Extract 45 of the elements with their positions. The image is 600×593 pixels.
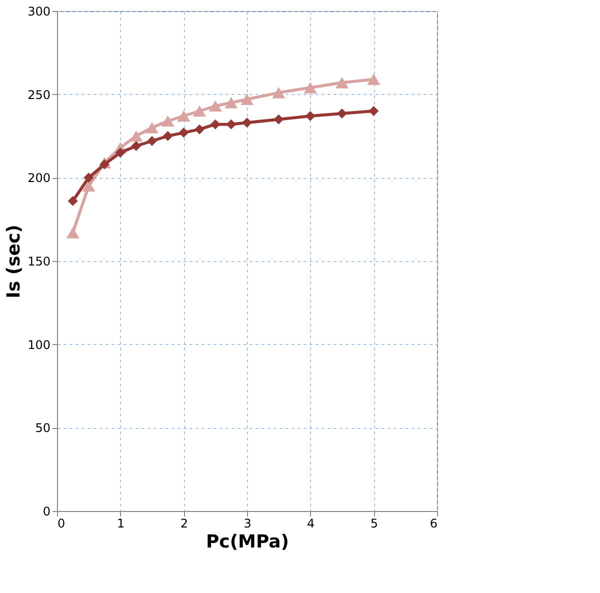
point [335,77,349,88]
x-tick-label: 0 [58,516,66,530]
point [224,97,238,108]
x-axis-title: Pc(MPa) [206,532,290,552]
x-tick-label: 1 [117,516,125,530]
point [304,82,317,94]
y-tick-label: 200 [28,171,50,186]
x-tick-label: 3 [244,516,252,530]
y-tick-label: 250 [28,88,50,102]
point [242,118,252,128]
x-tick-label: 5 [370,516,378,530]
y-tick-label: 100 [28,338,50,352]
point [274,114,284,124]
point [131,141,142,151]
point [210,119,220,130]
point [194,124,204,134]
point [240,94,254,105]
point [367,74,380,85]
point [178,128,189,138]
x-tick-label: 4 [307,516,315,530]
point [66,227,80,238]
point [368,106,379,116]
x-tick-label: 2 [180,516,188,530]
point [145,122,159,134]
point [115,148,126,158]
y-tick-label: 150 [28,254,50,268]
point [192,105,206,117]
point [177,110,190,122]
point [162,131,173,141]
point [226,119,236,130]
point [130,130,143,142]
point [161,115,174,127]
point [305,111,316,121]
point [84,172,94,183]
point [82,180,96,192]
point [272,87,286,98]
y-axis-title: Is (sec) [4,224,25,298]
point [337,108,347,118]
x-tick-label: 6 [430,516,438,530]
y-tick-label: 300 [28,4,50,18]
y-tick-label: 50 [35,421,50,436]
point [68,196,78,206]
point [147,136,157,146]
point [208,100,222,112]
y-tick-label: 0 [42,504,50,518]
